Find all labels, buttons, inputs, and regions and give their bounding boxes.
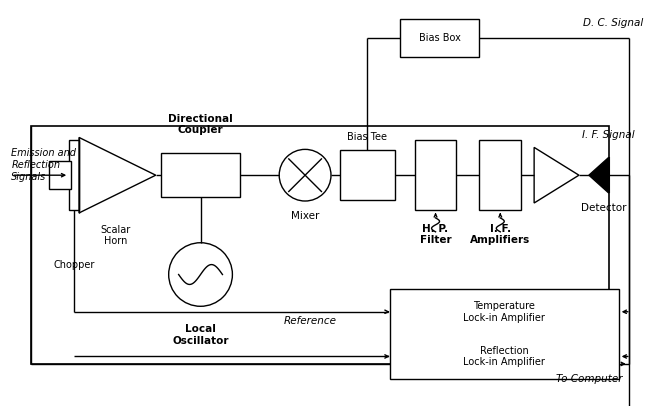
Bar (399, 19, 480, 57)
Bar (69, 140, 79, 210)
Bar (161, 153, 240, 197)
Text: Bias Tee: Bias Tee (348, 132, 388, 142)
Text: Directional
Coupler: Directional Coupler (168, 114, 233, 136)
Bar (32, 125, 609, 364)
Text: Emission and
Reflection
Signals: Emission and Reflection Signals (11, 149, 76, 182)
Text: Reference: Reference (284, 316, 336, 326)
Bar (480, 140, 521, 210)
Text: D. C. Signal: D. C. Signal (583, 18, 644, 28)
Bar (340, 150, 395, 200)
Text: Detector: Detector (581, 203, 627, 213)
Text: Local
Oscillator: Local Oscillator (172, 324, 229, 346)
Text: I. F. Signal: I. F. Signal (583, 130, 635, 140)
Bar (390, 289, 619, 379)
Text: Temperature
Lock-in Amplifier: Temperature Lock-in Amplifier (463, 301, 545, 323)
Bar (415, 140, 457, 210)
Text: H. P.
Filter: H. P. Filter (420, 224, 451, 245)
Text: Chopper: Chopper (53, 260, 95, 269)
Polygon shape (589, 158, 609, 193)
Text: To Computer: To Computer (556, 374, 622, 384)
Text: I. F.
Amplifiers: I. F. Amplifiers (470, 224, 530, 245)
Text: Mixer: Mixer (291, 211, 319, 221)
Bar (49, 161, 71, 189)
Text: Bias Box: Bias Box (419, 33, 461, 43)
Text: Scalar
Horn: Scalar Horn (101, 225, 131, 247)
Text: Reflection
Lock-in Amplifier: Reflection Lock-in Amplifier (463, 346, 545, 367)
